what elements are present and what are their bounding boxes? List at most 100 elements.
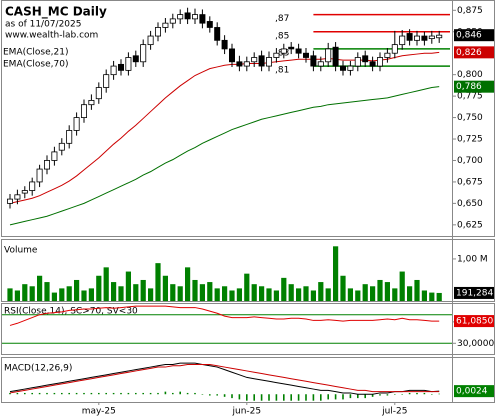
volume-bar <box>333 246 339 301</box>
histogram-bar <box>68 392 70 395</box>
pane-title: RSI(Close,14), SC>70, SV<30 <box>4 307 138 317</box>
candle-body <box>184 12 191 20</box>
histogram-bar <box>297 394 300 401</box>
histogram-bar <box>149 392 152 395</box>
volume-bar <box>29 286 35 301</box>
x-tick-label: jul-25 <box>381 407 407 417</box>
histogram-bar <box>327 394 329 400</box>
legend-label: EMA(Close,21) <box>3 48 68 58</box>
macd-line <box>9 363 440 394</box>
candle-body <box>436 34 443 39</box>
chart-title: CASH_MC Daily <box>5 5 107 20</box>
histogram-bar <box>127 392 130 395</box>
candle-body <box>103 74 110 88</box>
last-value-label: 0,0024 <box>456 387 488 397</box>
candle-body <box>243 61 250 67</box>
volume-bar <box>318 282 324 301</box>
histogram-bar <box>186 392 189 395</box>
last-value-label: 0,826 <box>456 48 482 58</box>
histogram-bar <box>83 392 85 395</box>
candle-body <box>36 168 43 183</box>
ema-line <box>9 86 440 226</box>
histogram-bar <box>312 394 315 401</box>
volume-bar <box>133 284 139 301</box>
histogram-bar <box>164 391 167 395</box>
histogram-bar <box>209 394 211 396</box>
histogram-bar <box>38 392 41 395</box>
candle-body <box>258 55 265 67</box>
volume-bar <box>303 286 309 301</box>
histogram-bar <box>201 394 204 395</box>
histogram-bar <box>216 394 218 396</box>
histogram-bar <box>408 392 411 395</box>
histogram-bar <box>246 394 248 401</box>
histogram-bar <box>320 394 322 401</box>
histogram-bar <box>90 392 93 395</box>
volume-bar <box>384 282 390 301</box>
volume-bar <box>429 292 435 301</box>
histogram-bar <box>342 394 344 400</box>
candle-body <box>347 65 354 71</box>
level-label: ,87 <box>275 14 289 24</box>
volume-bar <box>244 273 250 301</box>
histogram-bar <box>61 392 63 395</box>
volume-bar <box>325 288 331 301</box>
y-tick-label: 0,750 <box>457 113 483 123</box>
histogram-bar <box>98 392 100 395</box>
candle-body <box>88 100 95 106</box>
histogram-bar <box>371 394 374 397</box>
candle-body <box>7 198 13 204</box>
candle-body <box>251 57 258 63</box>
candle-body <box>384 52 391 58</box>
histogram-bar <box>334 394 337 400</box>
candle-body <box>154 27 161 37</box>
candle-body <box>73 117 80 131</box>
y-tick-label: 0,875 <box>457 6 483 16</box>
volume-bar <box>259 286 265 301</box>
candle-body <box>399 35 406 46</box>
candle-body <box>339 65 346 71</box>
histogram-bar <box>105 392 107 395</box>
last-value-box <box>454 315 494 328</box>
volume-bar <box>140 279 146 301</box>
histogram-bar <box>268 394 270 401</box>
last-value-label: 0,786 <box>456 82 482 92</box>
histogram-bar <box>401 394 403 395</box>
candle-body <box>317 61 324 67</box>
level-label: ,85 <box>275 31 289 41</box>
pane-title: Volume <box>4 246 38 256</box>
volume-bar <box>340 275 346 301</box>
y-tick-label: 0,700 <box>457 156 483 166</box>
histogram-bar <box>394 394 396 395</box>
last-value-box <box>454 29 494 42</box>
volume-bar <box>355 290 361 301</box>
candle-body <box>273 52 280 58</box>
volume-bar <box>148 288 154 301</box>
volume-bar <box>296 288 302 301</box>
histogram-bar <box>379 394 381 396</box>
histogram-bar <box>283 394 285 401</box>
histogram-bar <box>275 394 278 401</box>
pane-title: MACD(12,26,9) <box>4 364 72 374</box>
volume-bar <box>222 286 228 301</box>
histogram-bar <box>135 392 137 395</box>
candle-body <box>66 130 73 144</box>
histogram-bar <box>194 392 196 395</box>
candle-body <box>191 14 198 20</box>
candle-body <box>81 104 88 118</box>
x-tick-label: jun-25 <box>231 407 261 417</box>
macd-pane <box>1 357 495 403</box>
volume-bar <box>66 286 72 301</box>
volume-bar <box>74 279 80 301</box>
volume-bar <box>377 279 383 301</box>
volume-pane <box>1 239 495 302</box>
histogram-bar <box>24 392 26 395</box>
volume-bar <box>118 286 124 301</box>
histogram-bar <box>231 394 233 399</box>
histogram-bar <box>253 394 255 401</box>
candle-body <box>199 14 206 24</box>
candle-body <box>228 48 235 63</box>
y-tick-label: 30,0000 <box>457 339 494 349</box>
candle-body <box>221 39 228 50</box>
